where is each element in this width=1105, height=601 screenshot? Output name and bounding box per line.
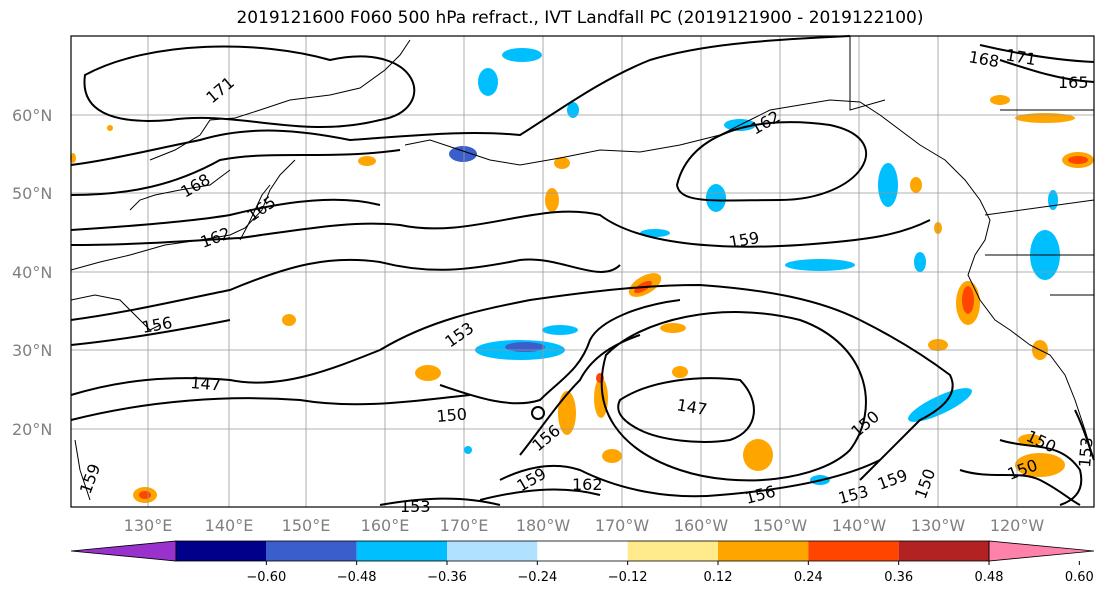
contour-label: 165 <box>1058 73 1089 92</box>
map-title: 2019121600 F060 500 hPa refract., IVT La… <box>236 8 924 28</box>
contour-label: 162 <box>572 475 603 494</box>
gridlines <box>71 36 1094 507</box>
colorbar-outline <box>175 540 990 562</box>
colorbar-tick-label: 0.36 <box>884 570 913 585</box>
colorbar-tick-label: −0.60 <box>246 570 286 585</box>
lat-label: 40°N <box>12 263 52 282</box>
colorbar-box <box>266 541 357 561</box>
colorbar-box <box>808 541 899 561</box>
height-contours <box>70 35 1095 506</box>
colorbar-tick-label: −0.36 <box>427 570 467 585</box>
lon-label: 130°E <box>124 516 173 535</box>
colorbar-box <box>898 541 989 561</box>
anomaly-shading <box>70 48 1094 503</box>
lon-label: 170°E <box>440 516 489 535</box>
colorbar-tick-label: 0.48 <box>975 570 1004 585</box>
colorbar-box <box>176 541 267 561</box>
lat-label: 20°N <box>12 420 52 439</box>
colorbar-tick-label: 0.12 <box>704 570 733 585</box>
colorbar-box <box>627 541 718 561</box>
colorbar-tick-label: 0.60 <box>1065 570 1094 585</box>
contour-label: 150 <box>436 404 468 426</box>
lon-label: 160°E <box>361 516 410 535</box>
map-background <box>71 36 1094 507</box>
latitude-labels: 60°N 50°N 40°N 30°N 20°N <box>12 106 52 439</box>
longitude-labels: 130°E 140°E 150°E 160°E 170°E 180°W 170°… <box>124 516 1045 535</box>
lat-label: 50°N <box>12 184 52 203</box>
lon-label: 120°W <box>990 516 1045 535</box>
lon-label: 150°W <box>753 516 808 535</box>
lat-label: 60°N <box>12 106 52 125</box>
colorbar-extend-high <box>988 540 1095 562</box>
lon-label: 160°W <box>674 516 729 535</box>
lon-label: 130°W <box>911 516 966 535</box>
colorbar-tick-label: 0.24 <box>794 570 823 585</box>
colorbar: −0.60 −0.48 −0.36 −0.24 −0.12 0.12 0.24 0.36 0.4… <box>70 540 1095 585</box>
colorbar-box <box>537 541 628 561</box>
colorbar-box <box>718 541 809 561</box>
contour-label: 153 <box>1075 436 1097 468</box>
contour-label: 147 <box>190 373 222 395</box>
colorbar-tick-label: −0.24 <box>517 570 557 585</box>
colorbar-box <box>356 541 447 561</box>
lon-label: 150°E <box>282 516 331 535</box>
colorbar-tick-label: −0.48 <box>337 570 377 585</box>
lon-label: 180°W <box>516 516 571 535</box>
lon-label: 170°W <box>595 516 650 535</box>
lat-label: 30°N <box>12 341 52 360</box>
colorbar-box <box>447 541 538 561</box>
lon-label: 140°W <box>832 516 887 535</box>
lon-label: 140°E <box>205 516 254 535</box>
colorbar-extend-low <box>70 540 177 562</box>
colorbar-tick-label: −0.12 <box>608 570 648 585</box>
map-frame <box>70 35 1095 508</box>
